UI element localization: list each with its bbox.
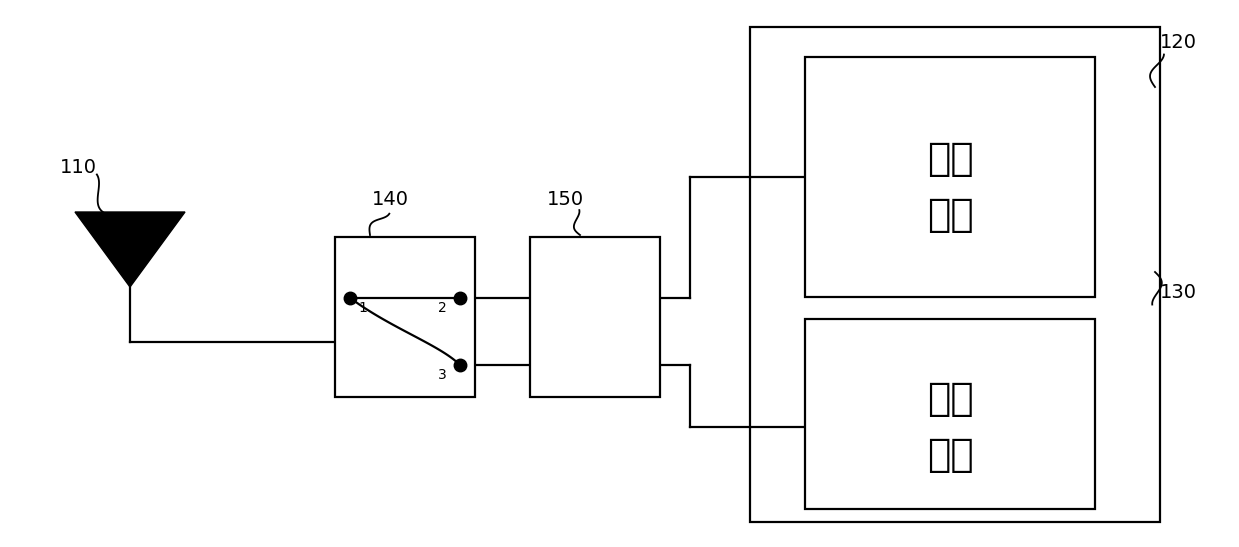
Text: 2: 2 <box>439 301 447 315</box>
Text: 芯片: 芯片 <box>927 436 974 474</box>
Text: 110: 110 <box>59 158 97 177</box>
Bar <box>805 57 1095 297</box>
Polygon shape <box>76 212 185 287</box>
Text: 150: 150 <box>546 190 584 209</box>
Text: 140: 140 <box>372 190 409 209</box>
Bar <box>805 319 1095 509</box>
Text: 120: 120 <box>1160 33 1197 52</box>
Bar <box>335 237 475 397</box>
Text: 第二: 第二 <box>927 380 974 418</box>
Text: 第一: 第一 <box>927 140 974 178</box>
Bar <box>530 237 660 397</box>
Bar <box>750 27 1160 522</box>
Text: 芯片: 芯片 <box>927 196 974 234</box>
Text: 1: 1 <box>358 301 367 315</box>
Text: 130: 130 <box>1160 283 1197 302</box>
Text: 3: 3 <box>439 368 447 382</box>
